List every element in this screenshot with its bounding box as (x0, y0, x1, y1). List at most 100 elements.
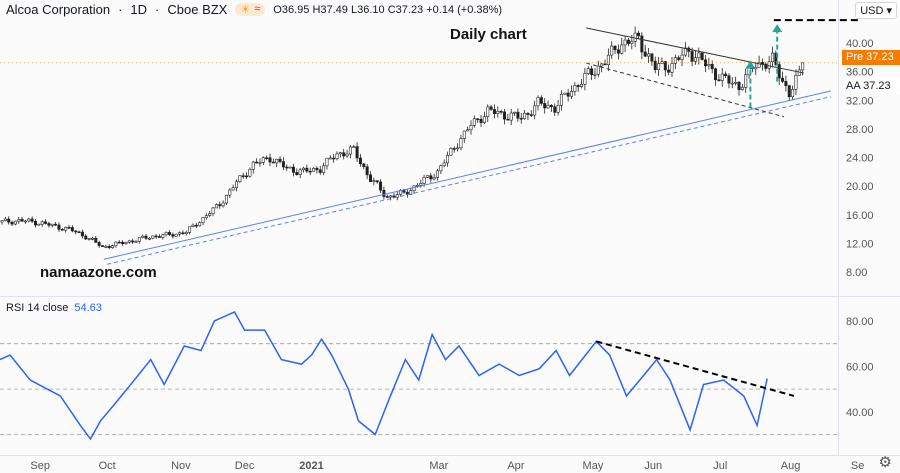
candle-down (241, 175, 245, 177)
candle-up (335, 153, 339, 160)
candle-up (338, 152, 342, 155)
rsi-tick-label: 80.00 (846, 316, 874, 328)
candle-down (700, 52, 704, 61)
candle-up (184, 232, 188, 235)
candle-up (767, 61, 771, 69)
candle-up (412, 185, 416, 191)
candle-down (549, 104, 553, 108)
price-tick-label: 28.00 (846, 124, 874, 136)
time-tick-label: Jul (713, 460, 727, 472)
candle-down (402, 189, 406, 193)
candle-up (734, 81, 738, 84)
candle-up (419, 183, 423, 186)
candle-up (64, 226, 68, 231)
candle-up (791, 89, 795, 98)
time-tick-label: 2021 (299, 460, 323, 472)
candle-down (764, 63, 768, 69)
premarket-price-tag: Pre 37.23 (842, 50, 900, 65)
candle-up (137, 237, 141, 242)
candle-down (663, 61, 667, 71)
candle-down (492, 109, 496, 114)
candle-down (543, 103, 547, 109)
candle-down (57, 224, 61, 230)
symbol-name[interactable]: Alcoa Corporation (6, 2, 111, 17)
candle-up (204, 215, 208, 218)
candle-up (198, 222, 202, 227)
candle-up (730, 82, 734, 85)
interval[interactable]: 1D (130, 2, 148, 17)
candle-down (305, 167, 309, 172)
candle-down (97, 242, 101, 246)
candle-up (114, 241, 118, 246)
candle-down (255, 161, 259, 164)
candle-up (231, 187, 235, 191)
separator: · (118, 2, 123, 17)
candle-up (563, 92, 567, 95)
candle-down (710, 64, 714, 70)
high-value: H37.49 (312, 3, 348, 16)
candle-down (502, 111, 506, 120)
separator: · (155, 2, 160, 17)
candle-down (358, 157, 362, 165)
candle-down (781, 77, 785, 82)
time-axis-border (0, 455, 900, 456)
price-axis-border (838, 0, 839, 455)
candle-up (596, 65, 600, 75)
candle-up (456, 147, 460, 150)
candle-down (590, 68, 594, 75)
session-badges: ☀ ≈ (235, 3, 266, 16)
time-tick-label: Dec (235, 460, 255, 472)
candle-up (569, 91, 573, 97)
candle-down (94, 238, 98, 243)
candle-down (385, 196, 389, 198)
candle-down (626, 39, 630, 44)
candle-down (479, 118, 483, 123)
candle-up (37, 223, 41, 226)
candle-up (13, 220, 17, 225)
candle-down (526, 112, 530, 115)
candle-down (677, 57, 681, 60)
candle-down (379, 181, 383, 191)
candle-up (509, 112, 513, 121)
candle-up (372, 180, 376, 182)
candle-up (757, 62, 761, 68)
candle-up (606, 54, 610, 65)
candle-up (425, 175, 429, 178)
time-tick-label: Oct (99, 460, 116, 472)
candle-down (77, 231, 81, 234)
candle-down (285, 166, 289, 169)
candle-up (740, 87, 744, 90)
candle-up (770, 52, 774, 63)
candle-up (720, 73, 724, 81)
candle-up (801, 62, 805, 71)
candle-up (87, 238, 91, 240)
candle-up (298, 169, 302, 175)
candle-down (636, 32, 640, 37)
candle-down (375, 180, 379, 183)
candle-up (486, 106, 490, 117)
candle-up (389, 195, 393, 198)
time-tick-label: Apr (507, 460, 524, 472)
candle-up (446, 154, 450, 164)
candle-down (640, 35, 644, 53)
candle-up (610, 45, 614, 56)
candle-up (536, 97, 540, 107)
currency-button[interactable]: USD ▾ (855, 2, 897, 19)
last-price-tag: AA 37.23 (842, 79, 900, 94)
candle-up (533, 105, 537, 116)
candle-down (54, 223, 58, 226)
candle-down (392, 195, 396, 198)
price-tick-label: 40.00 (846, 38, 874, 50)
settings-gear-icon[interactable]: ⚙ (878, 454, 892, 471)
candle-up (439, 165, 443, 172)
rsi-title: RSI 14 close (6, 302, 69, 314)
candle-down (168, 232, 172, 235)
candle-up (151, 235, 155, 239)
trendline-rsi-resistance (596, 340, 795, 397)
candle-down (362, 163, 366, 168)
candle-up (345, 153, 349, 157)
candle-up (432, 177, 436, 180)
rsi-value: 54.63 (74, 302, 102, 314)
candle-up (670, 63, 674, 73)
